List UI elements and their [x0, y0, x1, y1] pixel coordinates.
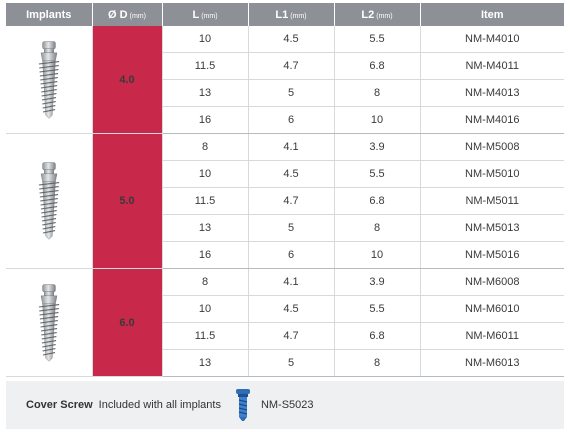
item-code: NM-M5016 [420, 242, 564, 269]
item-code: NM-M5010 [420, 161, 564, 188]
dental-implant-icon [33, 33, 65, 127]
l2-value: 5.5 [334, 26, 420, 53]
length-value: 13 [162, 80, 248, 107]
length-value: 10 [162, 26, 248, 53]
item-code: NM-M6010 [420, 296, 564, 323]
l1-value: 6 [248, 107, 334, 134]
length-value: 11.5 [162, 323, 248, 350]
cover-screw-icon [235, 388, 251, 422]
l2-value: 8 [334, 215, 420, 242]
item-code: NM-M6011 [420, 323, 564, 350]
l1-value: 4.5 [248, 26, 334, 53]
length-value: 8 [162, 269, 248, 296]
length-value: 10 [162, 161, 248, 188]
l2-value: 5.5 [334, 296, 420, 323]
length-value: 11.5 [162, 53, 248, 80]
length-value: 16 [162, 107, 248, 134]
cover-screw-label: Cover Screw [26, 399, 93, 411]
l1-value: 4.1 [248, 269, 334, 296]
table-body: 4.0 10 4.5 5.5 NM-M4010 11.5 4.7 6.8 NM-M4011 13 5… [6, 26, 564, 377]
l1-value: 4.7 [248, 323, 334, 350]
length-value: 8 [162, 134, 248, 161]
header-implants: Implants [6, 3, 92, 26]
table-row: 6.0 8 4.1 3.9 NM-M6008 [6, 269, 564, 296]
cover-screw-bar: Cover Screw Included with all implants N… [6, 381, 564, 429]
diameter-value: 4.0 [92, 26, 162, 134]
l1-value: 5 [248, 215, 334, 242]
diameter-value: 6.0 [92, 269, 162, 377]
item-code: NM-M4013 [420, 80, 564, 107]
length-value: 10 [162, 296, 248, 323]
l1-value: 4.7 [248, 188, 334, 215]
header-l2: L2 (mm) [334, 3, 420, 26]
l1-value: 5 [248, 350, 334, 377]
item-code: NM-M5011 [420, 188, 564, 215]
length-value: 11.5 [162, 188, 248, 215]
item-code: NM-M6008 [420, 269, 564, 296]
l1-value: 4.7 [248, 53, 334, 80]
dental-implant-icon [33, 276, 65, 370]
l2-value: 6.8 [334, 188, 420, 215]
l2-value: 3.9 [334, 269, 420, 296]
diameter-value: 5.0 [92, 134, 162, 269]
implant-spec-table: Implants Ø D (mm) L (mm) L1 (mm) L2 (mm) Ite… [6, 3, 564, 377]
dental-implant-icon [33, 151, 65, 251]
table-row: 4.0 10 4.5 5.5 NM-M4010 [6, 26, 564, 53]
length-value: 13 [162, 215, 248, 242]
l2-value: 10 [334, 242, 420, 269]
header-length: L (mm) [162, 3, 248, 26]
item-code: NM-M5013 [420, 215, 564, 242]
cover-screw-item: NM-S5023 [261, 399, 314, 411]
l2-value: 10 [334, 107, 420, 134]
item-code: NM-M4010 [420, 26, 564, 53]
l2-value: 3.9 [334, 134, 420, 161]
cover-screw-note: Included with all implants [99, 399, 221, 411]
length-value: 16 [162, 242, 248, 269]
l1-value: 6 [248, 242, 334, 269]
l1-value: 5 [248, 80, 334, 107]
l2-value: 8 [334, 350, 420, 377]
l1-value: 4.5 [248, 161, 334, 188]
implant-image-cell [6, 134, 92, 269]
l2-value: 8 [334, 80, 420, 107]
l2-value: 6.8 [334, 323, 420, 350]
header-item: Item [420, 3, 564, 26]
implant-image-cell [6, 269, 92, 377]
table-header-row: Implants Ø D (mm) L (mm) L1 (mm) L2 (mm) Ite… [6, 3, 564, 26]
item-code: NM-M4016 [420, 107, 564, 134]
implant-image-cell [6, 26, 92, 134]
length-value: 13 [162, 350, 248, 377]
item-code: NM-M4011 [420, 53, 564, 80]
item-code: NM-M6013 [420, 350, 564, 377]
l1-value: 4.1 [248, 134, 334, 161]
header-l1: L1 (mm) [248, 3, 334, 26]
header-diameter: Ø D (mm) [92, 3, 162, 26]
l2-value: 5.5 [334, 161, 420, 188]
table-row: 5.0 8 4.1 3.9 NM-M5008 [6, 134, 564, 161]
l1-value: 4.5 [248, 296, 334, 323]
item-code: NM-M5008 [420, 134, 564, 161]
l2-value: 6.8 [334, 53, 420, 80]
